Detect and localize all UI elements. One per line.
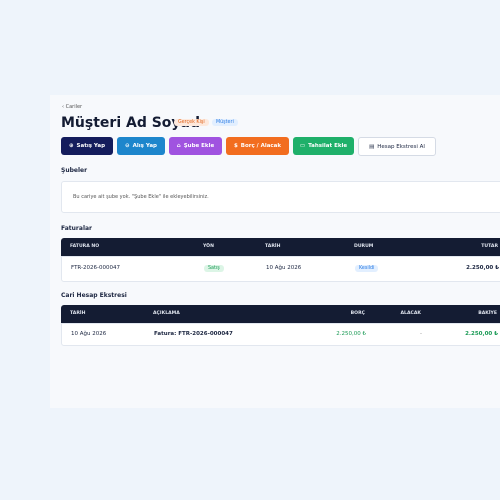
button-label: Borç / Alacak bbox=[240, 143, 282, 149]
section-title: Şubeler bbox=[61, 167, 88, 174]
empty-box: Bu cariye ait şube yok. "Şube Ekle" ile … bbox=[61, 181, 500, 213]
column-header: BORÇ bbox=[350, 311, 365, 316]
table-header: FATURA NO YÖN TARİH DURUM TUTAR bbox=[61, 238, 500, 256]
content-panel: ‹ Cariler Müşteri Ad Soyad Gerçek Kişi M… bbox=[50, 95, 500, 408]
cell: 2.250,00 ₺ bbox=[465, 331, 498, 337]
empty-text: Bu cariye ait şube yok. "Şube Ekle" ile … bbox=[73, 194, 209, 200]
page-title: Müşteri Ad Soyad bbox=[61, 115, 201, 131]
cell: Fatura: FTR-2026-000047 bbox=[154, 331, 233, 337]
action-button[interactable]: ⊕ Satış Yap bbox=[61, 137, 113, 155]
button-label: Satış Yap bbox=[76, 143, 106, 149]
section-title: Cari Hesap Ekstresi bbox=[61, 292, 127, 299]
action-button[interactable]: $ Borç / Alacak bbox=[226, 137, 289, 155]
table-header: TARİH AÇIKLAMA BORÇ ALACAK BAKİYE bbox=[61, 305, 500, 323]
cell: - bbox=[420, 331, 422, 337]
column-header: TARİH bbox=[265, 244, 281, 249]
button-label: Hesap Ekstresi Al bbox=[377, 143, 425, 150]
column-header: YÖN bbox=[203, 244, 214, 249]
column-header: AÇIKLAMA bbox=[153, 311, 180, 316]
badge: Kesildi bbox=[355, 265, 379, 272]
column-header: TUTAR bbox=[481, 244, 498, 249]
action-button[interactable]: ⌂ Şube Ekle bbox=[169, 137, 222, 155]
cell: FTR-2026-000047 bbox=[71, 265, 120, 271]
button-label: Alış Yap bbox=[132, 143, 157, 149]
section-title: Faturalar bbox=[61, 225, 93, 232]
action-button[interactable]: ▤ Hesap Ekstresi Al bbox=[358, 137, 436, 156]
action-button[interactable]: ▭ Tahsilat Ekle bbox=[293, 137, 354, 155]
column-header: BAKİYE bbox=[478, 311, 497, 316]
badge: Satış bbox=[204, 265, 224, 272]
action-button[interactable]: ⊖ Alış Yap bbox=[117, 137, 165, 155]
breadcrumb[interactable]: ‹ Cariler bbox=[62, 104, 83, 110]
cell: 2.250,00 ₺ bbox=[336, 331, 366, 337]
column-header: FATURA NO bbox=[70, 244, 100, 249]
table-row[interactable]: 10 Ağu 2026 Fatura: FTR-2026-000047 2.25… bbox=[61, 323, 500, 346]
column-header: ALACAK bbox=[400, 311, 421, 316]
breadcrumb-link[interactable]: Cariler bbox=[65, 104, 83, 110]
cell: 2.250,00 ₺ bbox=[466, 265, 499, 271]
column-header: DURUM bbox=[354, 244, 374, 249]
column-header: TARİH bbox=[70, 311, 86, 316]
table-row[interactable]: FTR-2026-000047 Satış 10 Ağu 2026 Kesild… bbox=[61, 256, 500, 282]
badge: Gerçek Kişi bbox=[174, 119, 209, 126]
cell: 10 Ağu 2026 bbox=[266, 265, 302, 271]
badge: Müşteri bbox=[212, 119, 238, 126]
button-label: Şube Ekle bbox=[183, 143, 215, 149]
cell: 10 Ağu 2026 bbox=[71, 331, 107, 337]
button-label: Tahsilat Ekle bbox=[308, 143, 348, 149]
